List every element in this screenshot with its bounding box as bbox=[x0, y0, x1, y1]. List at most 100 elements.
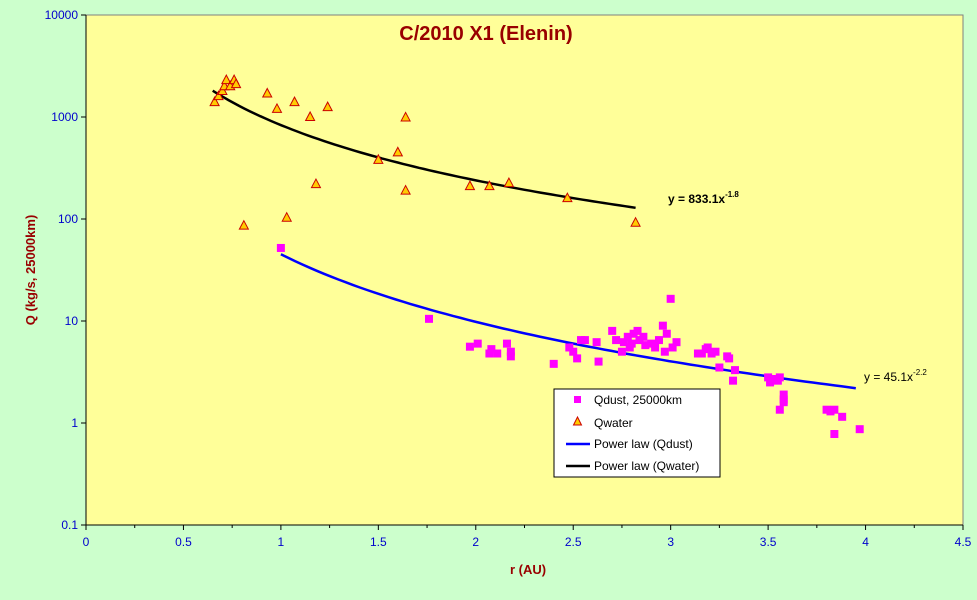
water-eq-main: y = 833.1x bbox=[668, 192, 725, 206]
dust-points bbox=[276, 243, 864, 439]
dust-point bbox=[569, 347, 578, 356]
dust-point bbox=[506, 352, 515, 361]
x-tick-label: 0.5 bbox=[175, 535, 192, 549]
dust-point bbox=[493, 349, 502, 358]
dust-point bbox=[623, 332, 632, 341]
dust-point bbox=[651, 343, 660, 352]
x-tick-label: 3 bbox=[667, 535, 674, 549]
x-tick-label: 2.5 bbox=[565, 535, 582, 549]
y-tick-label: 0.1 bbox=[61, 518, 78, 532]
dust-point bbox=[594, 357, 603, 366]
dust-point bbox=[779, 398, 788, 407]
legend-dust-marker bbox=[574, 396, 581, 403]
water-point bbox=[281, 211, 293, 222]
dust-point bbox=[565, 343, 574, 352]
water-point bbox=[213, 90, 224, 101]
dust-point bbox=[658, 321, 667, 330]
dust-point bbox=[730, 366, 739, 375]
legend-water-label: Qwater bbox=[594, 416, 633, 430]
dust-point bbox=[639, 332, 648, 341]
dust-point bbox=[627, 339, 636, 348]
dust-point bbox=[855, 425, 864, 434]
water-point bbox=[209, 96, 220, 107]
water-point bbox=[630, 216, 641, 227]
dust-point bbox=[592, 338, 601, 347]
dust-point bbox=[465, 342, 474, 351]
dust-point bbox=[473, 339, 482, 348]
dust-point bbox=[487, 345, 496, 354]
dust-point bbox=[838, 412, 847, 421]
x-tick-label: 4.5 bbox=[955, 535, 972, 549]
dust-point bbox=[660, 347, 669, 356]
water-point bbox=[392, 146, 404, 157]
legend-dust-fit-label: Power law (Qdust) bbox=[594, 437, 693, 451]
y-axis-label: Q (kg/s, 25000km) bbox=[23, 215, 38, 326]
legend-box bbox=[553, 388, 721, 478]
dust-point bbox=[612, 336, 621, 345]
water-point bbox=[322, 101, 333, 112]
water-point bbox=[289, 96, 300, 107]
water-point bbox=[400, 184, 411, 195]
water-eq-exponent: -1.8 bbox=[725, 190, 739, 199]
dust-point bbox=[485, 349, 494, 358]
x-axis-label: r (AU) bbox=[510, 562, 546, 577]
x-tick-label: 2 bbox=[472, 535, 479, 549]
dust-point bbox=[711, 347, 720, 356]
water-point bbox=[310, 178, 322, 189]
dust-point bbox=[617, 347, 626, 356]
dust-fit-equation: y = 45.1x-2.2 bbox=[864, 368, 927, 384]
dust-point bbox=[276, 243, 285, 252]
dust-point bbox=[633, 326, 642, 335]
dust-point bbox=[662, 329, 671, 338]
dust-point bbox=[697, 349, 706, 358]
y-tick-label: 1000 bbox=[51, 110, 78, 124]
water-point bbox=[400, 111, 411, 122]
water-point bbox=[261, 87, 273, 98]
dust-point bbox=[580, 336, 589, 345]
dust-point bbox=[573, 354, 582, 363]
water-fit-equation: y = 833.1x-1.8 bbox=[668, 190, 739, 206]
water-point bbox=[562, 192, 573, 203]
dust-point bbox=[619, 338, 628, 347]
water-point bbox=[220, 74, 232, 85]
chart-title: C/2010 X1 (Elenin) bbox=[399, 23, 572, 45]
water-point bbox=[238, 219, 250, 230]
dust-point bbox=[703, 343, 712, 352]
y-axis-ticks: 0.1 1 10 100 1000 10000 bbox=[45, 8, 86, 532]
dust-point bbox=[666, 294, 675, 303]
dust-point bbox=[506, 347, 515, 356]
dust-point bbox=[425, 314, 434, 323]
x-tick-label: 1 bbox=[278, 535, 285, 549]
water-point bbox=[304, 110, 316, 121]
water-point bbox=[484, 180, 495, 191]
dust-point bbox=[654, 336, 663, 345]
water-point bbox=[503, 177, 515, 188]
x-axis-ticks: 0 0.5 1 1.5 2 2.5 3 3.5 4 4.5 bbox=[83, 525, 972, 549]
dust-point bbox=[830, 405, 839, 414]
dust-point bbox=[764, 373, 773, 382]
y-tick-label: 100 bbox=[58, 212, 78, 226]
water-point bbox=[464, 180, 476, 191]
legend-water-fit-label: Power law (Qwater) bbox=[594, 459, 699, 473]
dust-point bbox=[775, 405, 784, 414]
dust-point bbox=[549, 359, 558, 368]
y-tick-label: 1 bbox=[71, 416, 78, 430]
dust-point bbox=[779, 390, 788, 399]
legend-dust-label: Qdust, 25000km bbox=[594, 393, 682, 407]
dust-point bbox=[830, 430, 839, 439]
dust-point bbox=[725, 354, 734, 363]
dust-point bbox=[668, 343, 677, 352]
dust-point bbox=[502, 339, 511, 348]
legend: Qdust, 25000km Qwater Power law (Qdust) … bbox=[553, 388, 721, 478]
y-tick-label: 10000 bbox=[45, 8, 79, 22]
plot-area bbox=[85, 14, 964, 526]
y-tick-label: 10 bbox=[65, 314, 79, 328]
dust-point bbox=[641, 341, 650, 350]
dust-point bbox=[672, 338, 681, 347]
x-tick-label: 1.5 bbox=[370, 535, 387, 549]
dust-point bbox=[775, 373, 784, 382]
water-points bbox=[209, 74, 641, 230]
dust-point bbox=[729, 376, 738, 385]
dust-point bbox=[715, 363, 724, 372]
